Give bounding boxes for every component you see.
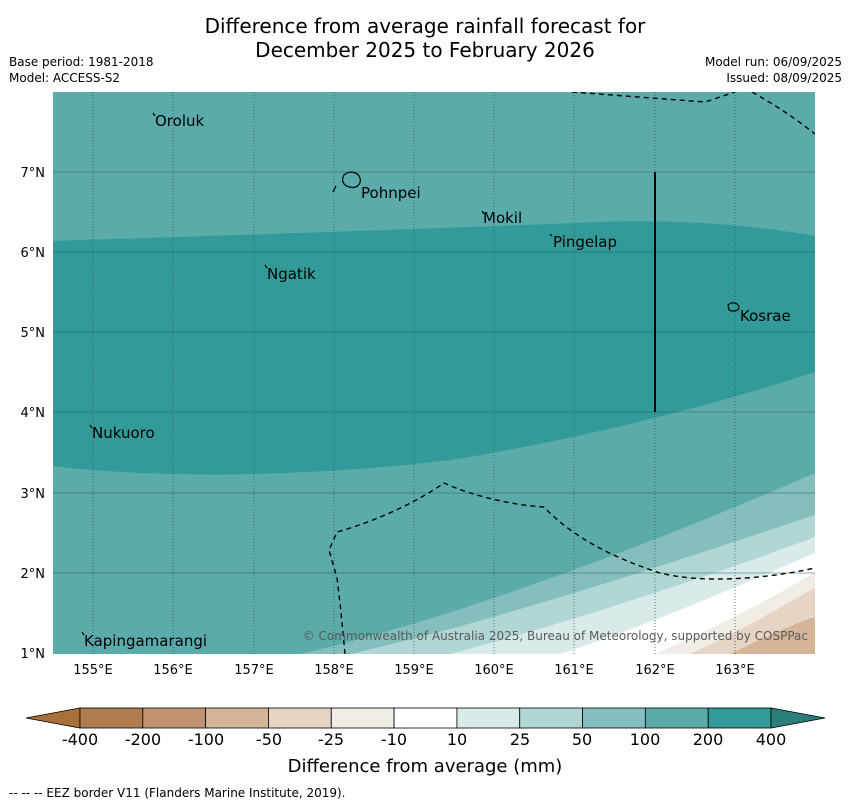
colorbar-segment — [582, 707, 646, 729]
place-nukuoro: Nukuoro — [92, 424, 155, 442]
map-area[interactable] — [53, 92, 815, 654]
eez-border — [328, 92, 815, 654]
lon-label: 160°E — [474, 663, 514, 678]
lon-label: 156°E — [153, 663, 193, 678]
model-name: Model: ACCESS-S2 — [9, 71, 121, 85]
colorbar-tick: -10 — [381, 730, 407, 749]
colorbar-tick: 50 — [572, 730, 592, 749]
lon-axis: 155°E 156°E 157°E 158°E 159°E 160°E 161°… — [73, 663, 755, 678]
lon-label: 159°E — [394, 663, 434, 678]
colorbar-segment — [456, 707, 521, 729]
lat-label: 7°N — [21, 166, 46, 181]
colorbar-segment — [707, 707, 772, 729]
eez-legend-note: -- -- -- EEZ border V11 (Flanders Marine… — [9, 786, 346, 800]
colorbar-segment — [268, 707, 332, 729]
colorbar-tick: -400 — [62, 730, 98, 749]
place-oroluk: Oroluk — [155, 112, 204, 130]
colorbar-tick: -100 — [188, 730, 224, 749]
colorbar-tick: -200 — [125, 730, 161, 749]
lon-label: 162°E — [635, 663, 675, 678]
place-kosrae: Kosrae — [740, 307, 791, 325]
colorbar-title: Difference from average (mm) — [288, 756, 563, 777]
base-period: Base period: 1981-2018 — [9, 55, 154, 69]
colorbar-segment — [330, 707, 395, 729]
model-run: Model run: 06/09/2025 — [704, 55, 842, 69]
colorbar-segment — [205, 707, 269, 729]
band-minus50-100 — [730, 617, 815, 654]
graticule — [92, 92, 736, 654]
lat-label: 1°N — [21, 647, 46, 662]
lon-label: 161°E — [554, 663, 594, 678]
place-pohnpei: Pohnpei — [361, 184, 421, 202]
colorbar-segment — [519, 707, 583, 729]
colorbar-segment — [393, 707, 458, 729]
lat-label: 4°N — [21, 406, 46, 421]
lon-label: 163°E — [715, 663, 755, 678]
lat-axis: 7°N 6°N 5°N 4°N 3°N 2°N 1°N — [21, 166, 46, 662]
colorbar-tick: 25 — [510, 730, 530, 749]
lat-label: 6°N — [21, 246, 46, 261]
colorbar-extend-low — [25, 707, 81, 729]
colorbar-tick: 100 — [630, 730, 661, 749]
colorbar-tick: -25 — [318, 730, 344, 749]
place-pingelap: Pingelap — [553, 233, 617, 251]
colorbar-segment — [142, 707, 207, 729]
colorbar — [25, 707, 826, 729]
lon-label: 155°E — [73, 663, 113, 678]
colorbar-tick: -50 — [256, 730, 282, 749]
atoll-marks — [81, 112, 553, 636]
map-title: Difference from average rainfall forecas… — [0, 14, 850, 62]
colorbar-extend-high — [770, 707, 826, 729]
place-labels: Oroluk Pohnpei Mokil Pingelap Ngatik Kos… — [84, 112, 791, 650]
kosrae-island — [727, 302, 740, 312]
copyright-notice: © Commonwealth of Australia 2025, Bureau… — [303, 629, 808, 643]
colorbar-tick: 200 — [693, 730, 724, 749]
colorbar-ticks: -400 -200 -100 -50 -25 -10 10 25 50 100 … — [62, 730, 786, 749]
title-line-1: Difference from average rainfall forecas… — [204, 14, 646, 38]
colorbar-tick: 400 — [756, 730, 787, 749]
band-200-400 — [53, 221, 815, 475]
lat-label: 5°N — [21, 326, 46, 341]
place-ngatik: Ngatik — [267, 265, 316, 283]
lat-label: 3°N — [21, 487, 46, 502]
colorbar-segment — [79, 707, 144, 729]
issued-date: Issued: 08/09/2025 — [726, 71, 842, 85]
colorbar-tick: 10 — [447, 730, 467, 749]
meta-left: Base period: 1981-2018 Model: ACCESS-S2 — [9, 54, 154, 86]
colorbar-segment — [644, 707, 709, 729]
place-mokil: Mokil — [483, 209, 522, 227]
meta-right: Model run: 06/09/2025 Issued: 08/09/2025 — [705, 54, 842, 86]
island-mark — [332, 185, 337, 193]
pohnpei-island — [342, 171, 361, 189]
title-line-2: December 2025 to February 2026 — [255, 38, 595, 62]
place-kapingamarangi: Kapingamarangi — [84, 632, 207, 650]
latitude-lines — [53, 171, 815, 574]
lon-label: 158°E — [314, 663, 354, 678]
lat-label: 2°N — [21, 567, 46, 582]
lon-label: 157°E — [234, 663, 274, 678]
